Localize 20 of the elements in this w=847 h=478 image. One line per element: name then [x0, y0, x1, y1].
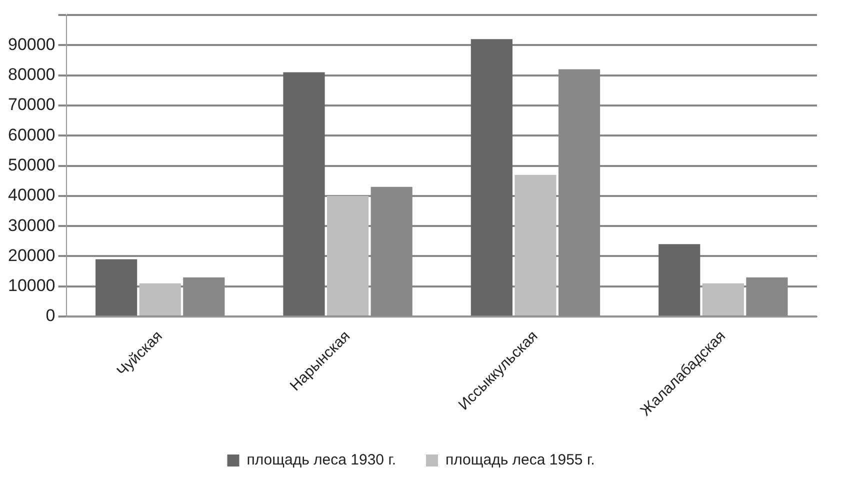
bar [283, 72, 325, 316]
y-tick-label: 60000 [8, 125, 56, 144]
bar [514, 174, 556, 316]
y-tick-label: 30000 [8, 216, 56, 235]
bar [139, 283, 181, 316]
y-tick-label: 50000 [8, 155, 56, 174]
y-tick-label: 70000 [8, 95, 56, 114]
bar [96, 259, 138, 316]
legend-label: площадь леса 1955 г. [446, 452, 595, 469]
legend-label: площадь леса 1930 г. [246, 452, 396, 469]
bar [658, 244, 700, 316]
y-tick-label: 40000 [8, 186, 56, 205]
bar [326, 196, 369, 316]
bar [470, 39, 512, 316]
y-tick-label: 90000 [8, 34, 56, 54]
y-tick-label: 20000 [8, 246, 56, 265]
y-tick-label: 10000 [8, 276, 56, 296]
y-tick-label: 0 [46, 306, 56, 326]
bar [702, 283, 744, 316]
y-tick-label: 80000 [8, 64, 56, 84]
